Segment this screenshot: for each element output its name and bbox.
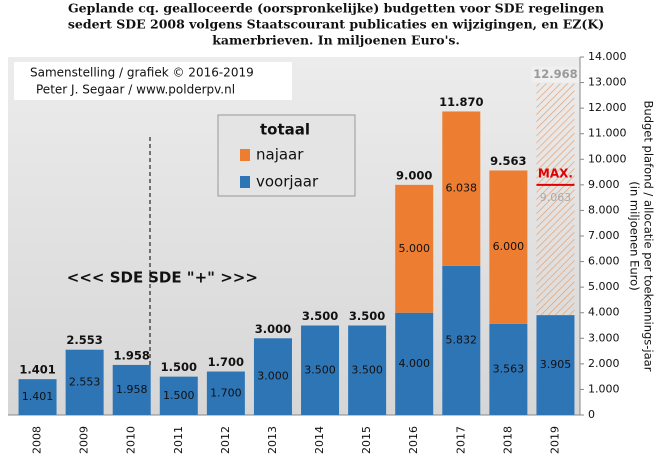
bar	[65, 349, 104, 415]
legend-swatch	[240, 149, 250, 161]
total-label: 11.870	[439, 95, 483, 109]
x-tick-label: 2015	[360, 426, 373, 454]
y-tick-label: 1.000	[588, 382, 620, 395]
annotation: <<< SDE	[67, 269, 143, 287]
y-tick-label: 14.000	[588, 50, 627, 63]
credits: Samenstelling / grafiek © 2016-2019	[30, 66, 254, 80]
total-label: 1.958	[114, 348, 150, 362]
bar	[253, 338, 292, 415]
y-axis-label: Budget plafond / allocatie per toekennin…	[642, 101, 656, 372]
bar-value-label: 1.700	[210, 386, 242, 399]
x-tick-label: 2016	[407, 426, 420, 454]
total-label: 12.968	[533, 67, 577, 81]
chart-title: sedert SDE 2008 volgens Staatscourant pu…	[68, 17, 604, 32]
bar	[18, 379, 57, 415]
total-box	[531, 66, 580, 83]
x-tick-label: 2011	[172, 426, 185, 454]
bar-value-label: 6.000	[493, 240, 525, 253]
x-tick-label: 2010	[125, 426, 138, 454]
reserve-bar	[536, 83, 575, 316]
annotation: SDE "+" >>>	[148, 269, 258, 287]
bar-value-label: 5.000	[398, 242, 430, 255]
x-tick-label: 2019	[548, 426, 561, 454]
total-label: 3.500	[302, 309, 338, 323]
bar	[395, 184, 434, 313]
bar-value-label: 3.000	[257, 370, 289, 383]
y-tick-label: 4.000	[588, 306, 620, 319]
bar-value-label: 3.905	[540, 358, 572, 371]
y-tick-label: 7.000	[588, 229, 620, 242]
total-label: 9.000	[396, 168, 432, 182]
legend-title: totaal	[260, 121, 310, 139]
y-axis-label: (in miljoenen Euro)	[628, 181, 642, 290]
y-tick-label: 2.000	[588, 357, 620, 370]
total-label: 3.500	[349, 309, 385, 323]
x-tick-label: 2013	[266, 426, 279, 454]
y-tick-label: 3.000	[588, 331, 620, 344]
bar	[489, 323, 528, 415]
total-label: 2.553	[66, 333, 102, 347]
y-tick-label: 12.000	[588, 101, 627, 114]
reserve-label: 9.063	[540, 191, 572, 204]
x-tick-label: 2017	[454, 426, 467, 454]
legend-swatch	[240, 176, 250, 188]
bar-value-label: 1.958	[116, 383, 148, 396]
x-tick-label: 2014	[313, 426, 326, 454]
max-label: MAX.	[538, 166, 573, 180]
bar	[206, 371, 245, 415]
credits-box	[14, 62, 292, 100]
bar	[159, 376, 198, 415]
y-tick-label: 6.000	[588, 255, 620, 268]
total-label: 1.500	[161, 360, 197, 374]
bar-value-label: 3.500	[304, 363, 336, 376]
x-tick-label: 2018	[501, 426, 514, 454]
bar	[348, 325, 387, 415]
x-tick-label: 2012	[219, 426, 232, 454]
chart-title: kamerbrieven. In miljoenen Euro's.	[212, 33, 460, 48]
bar	[395, 312, 434, 415]
total-label: 3.000	[255, 322, 291, 336]
bar-value-label: 3.500	[351, 363, 383, 376]
total-label: 1.700	[208, 355, 244, 369]
bar-value-label: 4.000	[398, 357, 430, 370]
bar-value-label: 5.832	[446, 333, 478, 346]
bar	[536, 315, 575, 415]
bar-value-label: 3.563	[493, 362, 525, 375]
y-tick-label: 13.000	[588, 76, 627, 89]
chart-title: Geplande cq. gealloceerde (oorspronkelij…	[68, 1, 604, 16]
bar-value-label: 6.038	[446, 182, 478, 195]
legend-label: najaar	[256, 146, 304, 164]
y-tick-label: 8.000	[588, 203, 620, 216]
bar	[442, 111, 481, 266]
total-label: 9.563	[490, 154, 526, 168]
credits: Peter J. Segaar / www.polderpv.nl	[36, 83, 235, 97]
y-tick-label: 10.000	[588, 152, 627, 165]
y-tick-label: 11.000	[588, 127, 627, 140]
y-tick-label: 0	[588, 408, 595, 421]
legend-label: voorjaar	[256, 173, 319, 191]
bar-value-label: 1.500	[163, 389, 195, 402]
total-label: 1.401	[19, 363, 55, 377]
bar	[301, 325, 340, 415]
bar	[442, 265, 481, 415]
x-tick-label: 2008	[31, 426, 44, 454]
y-tick-label: 5.000	[588, 280, 620, 293]
y-tick-label: 9.000	[588, 178, 620, 191]
bar-value-label: 1.401	[22, 390, 54, 403]
bar	[112, 364, 151, 415]
bar-value-label: 2.553	[69, 375, 101, 388]
x-tick-label: 2009	[78, 426, 91, 454]
bar	[489, 170, 528, 324]
